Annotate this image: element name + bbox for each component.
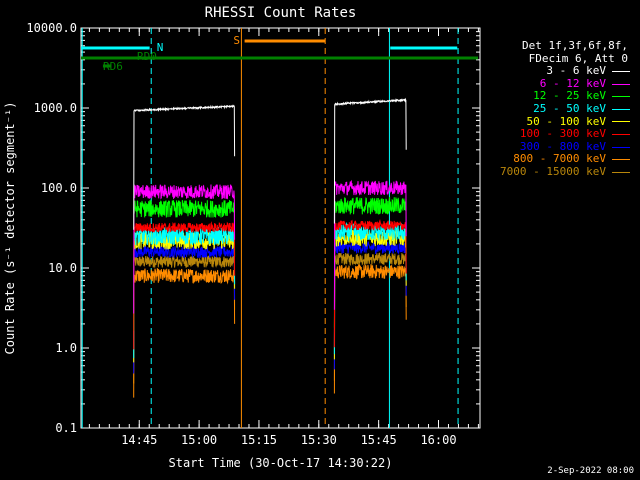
- plot-frame: [80, 27, 481, 429]
- x-axis-label: Start Time (30-Oct-17 14:30:22): [169, 456, 393, 470]
- series-trace: [133, 199, 236, 331]
- series-trace: [333, 218, 407, 348]
- series-trace: [133, 254, 236, 384]
- y-tick-label: 1000.0: [34, 101, 77, 115]
- legend-entry: 3 - 6 keV: [480, 65, 630, 78]
- series-trace: [133, 184, 236, 314]
- legend-header-1: Det 1f,3f,6f,8f,: [522, 39, 628, 52]
- chart-title: RHESSI Count Rates: [205, 5, 357, 21]
- legend-entry-label: 300 - 800 keV: [519, 139, 606, 153]
- series-trace: [333, 179, 407, 310]
- legend-swatch: [612, 159, 630, 161]
- series-trace: [133, 221, 236, 350]
- y-tick-label: 1.0: [55, 341, 77, 355]
- series-trace: [333, 196, 407, 328]
- series-trace: [133, 244, 236, 374]
- legend-entry-label: 800 - 7000 keV: [513, 152, 606, 166]
- legend: Det 1f,3f,6f,8f, FDecim 6, Att 0 3 - 6 k…: [480, 39, 630, 179]
- legend-swatch: [612, 83, 630, 85]
- y-axis-label: Count Rate (s⁻¹ detector segment⁻¹): [3, 102, 17, 355]
- rd0-label: RD0: [137, 50, 157, 63]
- x-tick-label: 15:15: [241, 433, 277, 447]
- x-tick-label: 15:30: [301, 433, 337, 447]
- legend-swatch: [612, 171, 630, 173]
- legend-entry: 7000 - 15000 keV: [480, 164, 630, 179]
- legend-swatch: [612, 146, 630, 148]
- series-trace: [333, 252, 407, 381]
- legend-swatch: [612, 108, 630, 110]
- legend-entry-label: 25 - 50 keV: [533, 101, 606, 115]
- saa-label: S: [233, 34, 240, 47]
- footer-timestamp: 2-Sep-2022 08:00: [547, 466, 634, 476]
- legend-entry: 100 - 300 keV: [480, 128, 630, 141]
- x-tick-label: 15:45: [361, 433, 397, 447]
- series-trace: [333, 97, 407, 224]
- legend-entry: 800 - 7000 keV: [480, 153, 630, 166]
- legend-header-2: FDecim 6, Att 0: [528, 51, 628, 65]
- legend-entry-label: 3 - 6 keV: [546, 64, 606, 78]
- legend-swatch: [612, 70, 630, 72]
- legend-entry: 300 - 800 keV: [480, 139, 630, 154]
- rd6-label: RD6: [103, 60, 123, 73]
- x-tick-label: 15:00: [181, 433, 217, 447]
- series-trace: [333, 263, 407, 394]
- legend-entry-label: 6 - 12 keV: [539, 76, 606, 90]
- legend-entry: 25 - 50 keV: [480, 101, 630, 116]
- series-trace: [133, 267, 236, 398]
- series-trace: [133, 104, 236, 230]
- x-tick-label: 14:45: [121, 433, 157, 447]
- legend-entry-label: 50 - 100 keV: [526, 114, 606, 128]
- legend-entry: 50 - 100 keV: [480, 114, 630, 129]
- y-tick-label: 10000.0: [26, 21, 77, 35]
- legend-swatch: [612, 133, 630, 135]
- legend-entry: 6 - 12 keV: [480, 76, 630, 91]
- legend-entry: 12 - 25 keV: [480, 90, 630, 103]
- x-tick-label: 16:00: [420, 433, 456, 447]
- legend-entry-label: 100 - 300 keV: [519, 127, 606, 141]
- legend-entry-label: 7000 - 15000 keV: [500, 164, 606, 178]
- legend-entry-label: 12 - 25 keV: [533, 89, 606, 103]
- y-tick-label: 10.0: [48, 261, 77, 275]
- series-trace: [333, 221, 407, 355]
- legend-swatch: [612, 96, 630, 98]
- legend-swatch: [612, 121, 630, 123]
- y-tick-label: 0.1: [55, 421, 77, 435]
- night-label: N: [157, 41, 164, 54]
- series-trace: [333, 241, 407, 370]
- y-tick-label: 100.0: [41, 181, 77, 195]
- series-trace: [133, 225, 236, 359]
